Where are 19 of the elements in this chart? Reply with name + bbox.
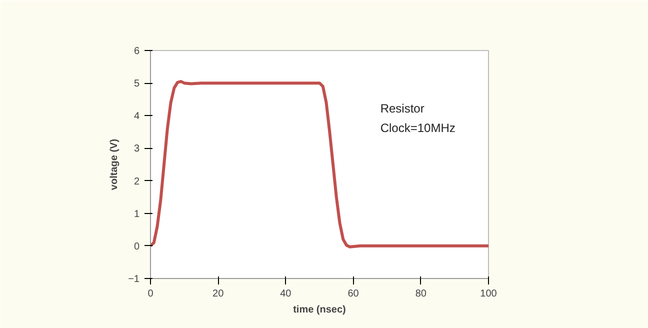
x-tick-label: 80 bbox=[415, 288, 427, 300]
x-tick-label: 0 bbox=[148, 288, 154, 300]
y-axis-title: voltage (V) bbox=[109, 138, 120, 190]
x-tick-label: 60 bbox=[348, 288, 360, 300]
y-tick-label: 3 bbox=[134, 144, 140, 155]
x-tick-label: 20 bbox=[212, 288, 224, 300]
y-tick-label: −1 bbox=[128, 274, 140, 285]
annotation: Resistor bbox=[380, 102, 424, 116]
y-tick-label: 2 bbox=[134, 176, 140, 188]
x-tick-label: 40 bbox=[280, 288, 292, 300]
y-tick-label: 0 bbox=[134, 241, 140, 252]
y-tick-label: 4 bbox=[134, 111, 140, 122]
y-tick-label: 5 bbox=[134, 78, 140, 90]
x-axis-title: time (nsec) bbox=[293, 304, 346, 316]
y-tick-label: 6 bbox=[134, 46, 140, 57]
y-tick-label: 1 bbox=[134, 208, 140, 220]
x-tick-label: 100 bbox=[480, 288, 498, 300]
line-series bbox=[150, 80, 488, 248]
annotation: Clock=10MHz bbox=[380, 121, 456, 136]
